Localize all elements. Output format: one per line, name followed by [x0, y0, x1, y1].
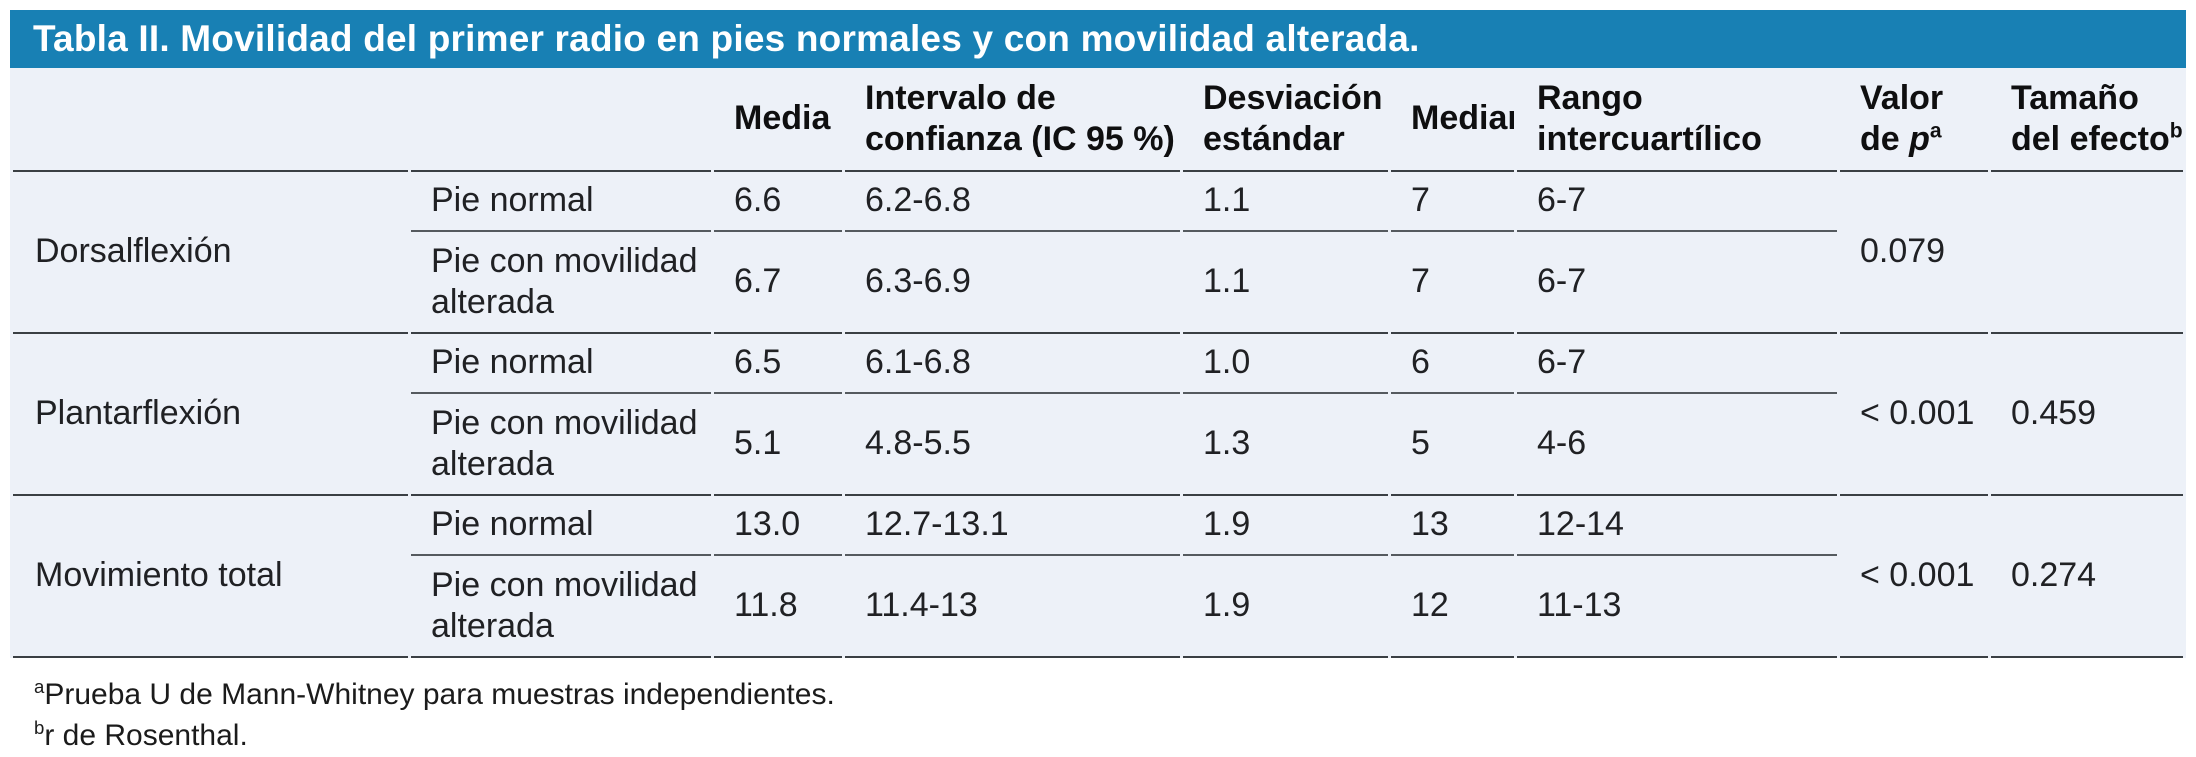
cell-rango: 6-7 — [1517, 334, 1837, 394]
cell-intervalo-confianza: 6.2-6.8 — [845, 172, 1180, 232]
col-header-empty-category — [13, 68, 408, 172]
table-row: Pie con movilidad alterada 6.7 6.3-6.9 1… — [13, 232, 2183, 334]
cell-foot-type: Pie normal — [411, 172, 711, 232]
table-row: Dorsalflexión Pie normal 6.6 6.2-6.8 1.1… — [13, 172, 2183, 334]
header-row: Media Intervalo de confianza (IC 95 %) D… — [13, 68, 2183, 172]
table-row: Pie con movilidad alterada 5.1 4.8-5.5 1… — [13, 394, 2183, 496]
cell-intervalo-confianza: 12.7-13.1 — [845, 496, 1180, 556]
cell-desviacion: 1.0 — [1183, 334, 1388, 394]
col-header-tamano-efecto: Tamaño del efectob — [1991, 68, 2183, 172]
row-label-movimiento-total: Movimiento total — [13, 496, 408, 658]
cell-desviacion: 1.1 — [1183, 232, 1388, 334]
cell-desviacion: 1.3 — [1183, 394, 1388, 496]
cell-tamano-efecto: 0.459 — [1991, 334, 2183, 496]
cell-mediana: 5 — [1391, 394, 1514, 496]
col-header-empty-foot — [411, 68, 711, 172]
table-footnotes: aPrueba U de Mann-Whitney para muestras … — [34, 674, 2186, 757]
cell-mediana: 7 — [1391, 172, 1514, 232]
cell-mediana: 12 — [1391, 556, 1514, 658]
cell-foot-type: Pie normal — [411, 334, 711, 394]
footnote-a-marker: a — [34, 676, 45, 697]
cell-media: 6.5 — [714, 334, 842, 394]
cell-valor-p: < 0.001 — [1840, 496, 1988, 658]
table-figure: Tabla II. Movilidad del primer radio en … — [10, 10, 2186, 757]
cell-foot-type: Pie con movilidad alterada — [411, 394, 711, 496]
cell-media: 6.6 — [714, 172, 842, 232]
row-label-plantarflexion: Plantarflexión — [13, 334, 408, 496]
table-row: Pie con movilidad alterada 11.8 11.4-13 … — [13, 556, 2183, 658]
cell-media: 13.0 — [714, 496, 842, 556]
cell-rango: 11-13 — [1517, 556, 1837, 658]
footnote-a-text: Prueba U de Mann-Whitney para muestras i… — [44, 678, 835, 711]
footnote-marker-a: a — [1929, 119, 1942, 143]
cell-mediana: 7 — [1391, 232, 1514, 334]
cell-valor-p: < 0.001 — [1840, 334, 1988, 496]
cell-intervalo-confianza: 6.1-6.8 — [845, 334, 1180, 394]
row-label-dorsalflexion: Dorsalflexión — [13, 172, 408, 334]
col-header-desviacion-estandar: Desviación estándar — [1183, 68, 1388, 172]
cell-foot-type: Pie normal — [411, 496, 711, 556]
cell-rango: 6-7 — [1517, 172, 1837, 232]
cell-intervalo-confianza: 4.8-5.5 — [845, 394, 1180, 496]
col-header-rango-intercuartilico: Rango intercuartílico — [1517, 68, 1837, 172]
cell-rango: 12-14 — [1517, 496, 1837, 556]
cell-media: 11.8 — [714, 556, 842, 658]
cell-rango: 6-7 — [1517, 232, 1837, 334]
cell-rango: 4-6 — [1517, 394, 1837, 496]
cell-foot-type: Pie con movilidad alterada — [411, 556, 711, 658]
cell-intervalo-confianza: 6.3-6.9 — [845, 232, 1180, 334]
cell-tamano-efecto: 0.274 — [1991, 496, 2183, 658]
footnote-b-marker: b — [34, 717, 45, 739]
table-row: Movimiento total Pie normal 13.0 12.7-13… — [13, 496, 2183, 658]
footnote-b: br de Rosenthal. — [34, 715, 2186, 756]
col-header-mediana: Mediana — [1391, 68, 1514, 172]
footnote-marker-b: b — [2169, 119, 2183, 143]
table-title: Tabla II. Movilidad del primer radio en … — [10, 10, 2186, 68]
footnote-b-text: r de Rosenthal. — [44, 719, 248, 753]
col-header-media: Media — [714, 68, 842, 172]
footnote-a: aPrueba U de Mann-Whitney para muestras … — [34, 674, 2186, 715]
cell-mediana: 6 — [1391, 334, 1514, 394]
cell-mediana: 13 — [1391, 496, 1514, 556]
cell-media: 5.1 — [714, 394, 842, 496]
cell-desviacion: 1.9 — [1183, 556, 1388, 658]
movilidad-table: Media Intervalo de confianza (IC 95 %) D… — [10, 68, 2186, 658]
cell-media: 6.7 — [714, 232, 842, 334]
cell-valor-p: 0.079 — [1840, 172, 1988, 334]
table-row: Plantarflexión Pie normal 6.5 6.1-6.8 1.… — [13, 334, 2183, 496]
cell-tamano-efecto — [1991, 172, 2183, 334]
cell-desviacion: 1.9 — [1183, 496, 1388, 556]
col-header-intervalo-confianza: Intervalo de confianza (IC 95 %) — [845, 68, 1180, 172]
cell-foot-type: Pie con movilidad alterada — [411, 232, 711, 334]
cell-intervalo-confianza: 11.4-13 — [845, 556, 1180, 658]
cell-desviacion: 1.1 — [1183, 172, 1388, 232]
col-header-valor-p: Valor de pa — [1840, 68, 1988, 172]
